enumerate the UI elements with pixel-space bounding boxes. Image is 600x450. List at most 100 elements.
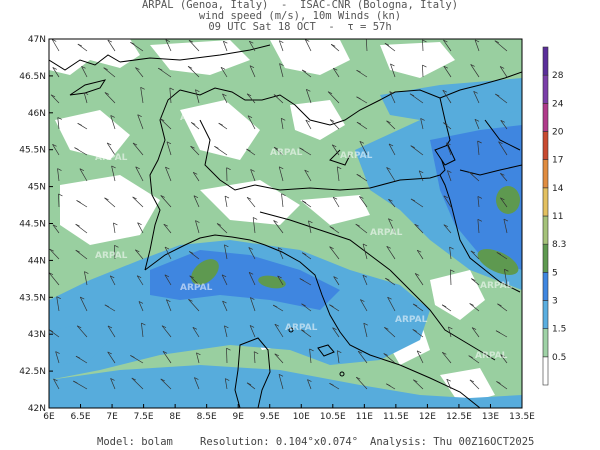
wind-barb <box>503 219 508 234</box>
wind-barb <box>410 145 424 156</box>
lon-tick-label: 6E <box>43 412 55 422</box>
wind-barb <box>165 166 172 182</box>
wind-barbs <box>49 39 509 390</box>
colorbar-label: 0.5 <box>552 353 566 363</box>
wind-barb-flag <box>300 328 305 332</box>
wind-barb <box>136 275 144 286</box>
wind-barb-flag <box>103 67 108 71</box>
wind-barb-flag <box>84 271 89 274</box>
wind-barb <box>158 67 172 78</box>
lat-tick-label: 43.5N <box>19 293 46 303</box>
wind-barb-flag <box>273 146 279 150</box>
wind-barb <box>224 325 228 338</box>
wind-barb-flag <box>247 115 253 119</box>
wind-barb-flag <box>49 248 54 252</box>
lon-tick-label: 8E <box>169 412 181 422</box>
wind-barb-flag <box>362 274 368 278</box>
wind-barb <box>386 120 396 130</box>
wind-barb-flag <box>357 350 363 354</box>
wind-barb <box>49 272 60 286</box>
wind-barb <box>308 220 312 234</box>
wind-barb <box>164 246 172 260</box>
wind-barb-flag <box>273 94 279 97</box>
wind-barb-flag <box>137 275 142 279</box>
wind-barb-flag <box>246 197 252 200</box>
wind-barb-flag <box>104 304 110 308</box>
wind-barb <box>333 276 340 286</box>
wind-barb-flag <box>474 39 480 43</box>
wind-barb-flag <box>495 93 500 97</box>
wind-barb-flag <box>132 196 137 200</box>
wind-core <box>496 186 520 214</box>
wind-band-west <box>49 325 110 365</box>
wind-barb-flag <box>389 91 394 94</box>
wind-barb <box>278 166 284 182</box>
wind-barb <box>446 142 452 156</box>
wind-barb-flag <box>138 301 144 304</box>
lat-tick-label: 42N <box>28 404 46 414</box>
wind-barb-flag <box>214 146 219 149</box>
wind-barb-flag <box>477 196 483 199</box>
wind-barb <box>55 351 60 364</box>
wind-barb <box>104 197 116 208</box>
wind-barb <box>132 142 144 156</box>
wind-barb-flag <box>164 274 170 278</box>
wind-barb-flag <box>279 166 284 170</box>
wind-barb <box>418 170 424 182</box>
wind-barb-flag <box>53 378 58 382</box>
wind-barb <box>194 377 200 390</box>
wind-barb-flag <box>135 67 140 70</box>
border-switzerland-italy <box>179 87 441 126</box>
wind-barb-flag <box>329 304 334 307</box>
wind-barb <box>248 247 256 260</box>
wind-barb-flag <box>305 39 310 42</box>
wind-barb <box>249 65 256 78</box>
wind-barb <box>416 350 424 364</box>
wind-barb-flag <box>422 39 427 43</box>
wind-barb <box>52 224 60 234</box>
wind-barb-flag <box>301 303 306 307</box>
wind-barb-flag <box>52 67 57 70</box>
wind-barb <box>137 222 144 234</box>
wind-barb <box>442 352 452 364</box>
wind-barb <box>471 278 480 286</box>
wind-barb <box>250 169 256 182</box>
wind-barb-flag <box>422 64 427 68</box>
wind-barb-flag <box>111 165 116 169</box>
header-line-2: wind speed (m/s), 10m Winds (kn) <box>198 10 402 22</box>
wind-barb-flag <box>337 350 342 353</box>
wind-barb-flag <box>226 347 231 351</box>
wind-barb-flag <box>299 147 304 151</box>
wind-barb <box>500 354 508 364</box>
wind-barb <box>329 119 340 130</box>
colorbar-segment <box>542 328 549 358</box>
wind-barb-flag <box>249 40 254 44</box>
wind-band-ligurian <box>150 250 340 310</box>
wind-barb <box>159 118 172 130</box>
wind-barb-flag <box>441 304 447 308</box>
wind-barb <box>279 63 284 78</box>
border-france-italy <box>144 89 181 271</box>
border-switzerland-france <box>49 54 121 71</box>
wind-barb-flag <box>443 122 448 125</box>
wind-barb <box>164 274 172 286</box>
wind-barb-flag <box>386 120 391 124</box>
colorbar-segment <box>542 187 549 217</box>
wind-barb <box>332 196 340 208</box>
wind-barb <box>162 351 172 364</box>
wind-barb-flag <box>443 195 448 199</box>
lon-tick-label: 8.5E <box>197 412 217 422</box>
lat-tick-label: 45.5N <box>19 146 46 156</box>
wind-barb-flag <box>301 252 307 256</box>
wind-barb <box>305 119 312 130</box>
wind-barb-flag <box>77 325 82 329</box>
wind-barb <box>332 67 340 78</box>
wind-barb <box>110 378 116 390</box>
wind-barb-flag <box>130 355 135 358</box>
wind-barb-flag <box>57 168 62 171</box>
wind-barb-flag <box>281 193 286 196</box>
wind-barb-flag <box>187 65 193 69</box>
wind-barb-flag <box>498 141 503 144</box>
wind-barb-flag <box>107 39 112 43</box>
wind-barb-flag <box>356 376 361 380</box>
